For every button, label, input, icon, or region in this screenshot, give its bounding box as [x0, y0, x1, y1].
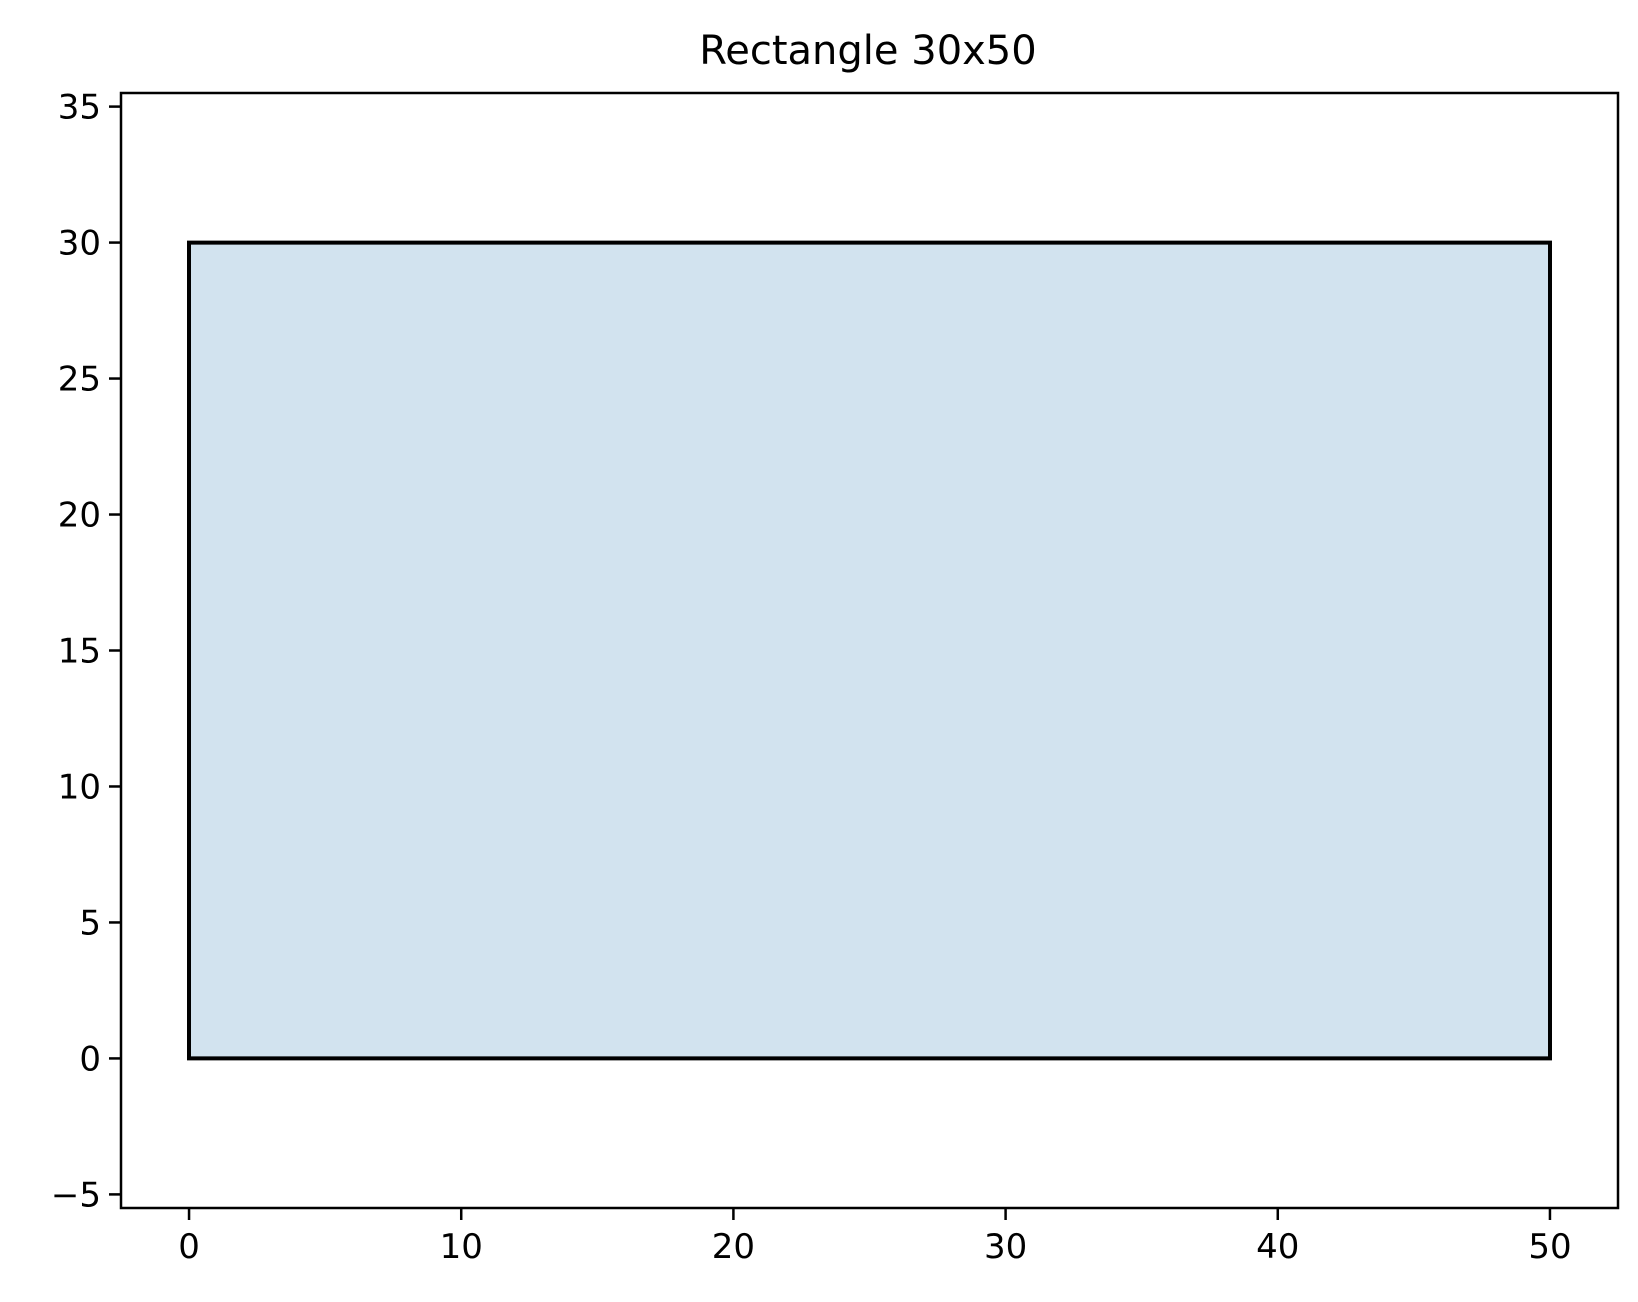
y-tick-label: 25	[58, 360, 101, 400]
x-tick-label: 20	[712, 1227, 755, 1267]
y-tick-label: 0	[79, 1039, 101, 1079]
y-tick-label: 15	[58, 632, 101, 672]
rectangle-shape	[187, 240, 1552, 1061]
y-tick-label: 10	[58, 767, 101, 807]
y-axis: −5 0 5 10 15 20 25 30 35	[51, 88, 121, 1215]
y-tick-label: 30	[58, 224, 101, 264]
y-tick-label: 20	[58, 496, 101, 536]
x-tick-label: 50	[1528, 1227, 1571, 1267]
x-tick-label: 0	[178, 1227, 200, 1267]
x-tick-label: 30	[984, 1227, 1027, 1267]
y-tick-label: −5	[51, 1175, 101, 1215]
chart-title: Rectangle 30x50	[699, 28, 1036, 74]
x-tick-label: 40	[1256, 1227, 1299, 1267]
y-tick-label: 5	[79, 903, 101, 943]
x-tick-label: 10	[440, 1227, 483, 1267]
x-axis: 0 10 20 30 40 50	[178, 1208, 1572, 1267]
plot-area	[187, 240, 1552, 1061]
y-tick-label: 35	[58, 88, 101, 128]
